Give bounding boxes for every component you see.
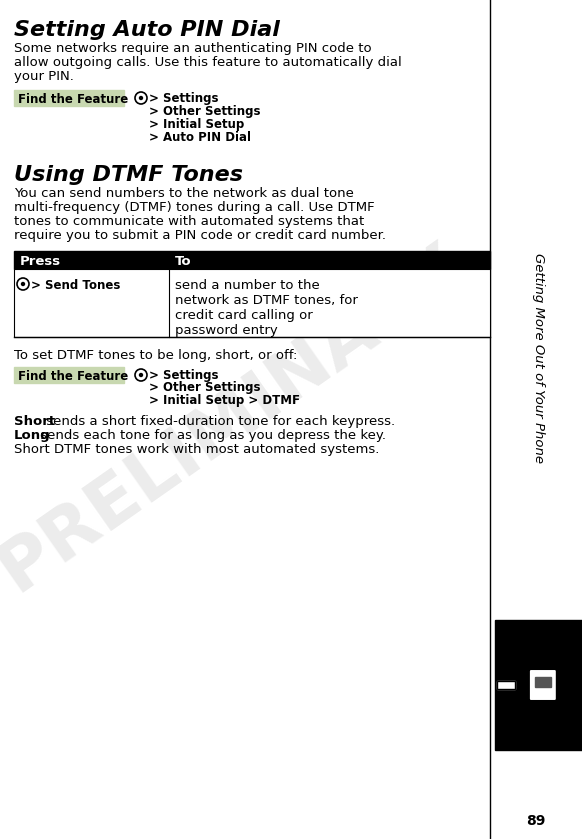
Bar [490, 0, 582, 839]
Text: To set DTMF tones to be long, short, or off:: To set DTMF tones to be long, short, or … [14, 349, 297, 362]
Text: Short DTMF tones work with most automated systems.: Short DTMF tones work with most automate… [14, 443, 379, 456]
Text: > Other Settings: > Other Settings [149, 105, 261, 118]
Bar [14, 90, 124, 106]
Text: sends each tone for as long as you depress the key.: sends each tone for as long as you depre… [36, 429, 386, 442]
Text: Short: Short [14, 415, 55, 428]
Text: > Auto PIN Dial: > Auto PIN Dial [149, 131, 251, 144]
Text: credit card calling or: credit card calling or [175, 309, 313, 322]
Text: You can send numbers to the network as dual tone: You can send numbers to the network as d… [14, 187, 354, 200]
Text: > Initial Setup > DTMF: > Initial Setup > DTMF [149, 394, 300, 407]
Text: send a number to the: send a number to the [175, 279, 320, 292]
Text: Setting Auto PIN Dial: Setting Auto PIN Dial [14, 20, 280, 40]
Text: > Send Tones: > Send Tones [31, 279, 120, 292]
Circle shape [140, 373, 143, 377]
Text: sends a short fixed-duration tone for each keypress.: sends a short fixed-duration tone for ea… [42, 415, 395, 428]
Text: > Other Settings: > Other Settings [149, 381, 261, 394]
Text: PRELIMINARY: PRELIMINARY [0, 233, 475, 605]
Text: your PIN.: your PIN. [14, 70, 74, 83]
Bar [497, 681, 515, 689]
FancyBboxPatch shape [529, 669, 557, 701]
Text: Press: Press [20, 255, 61, 268]
Text: tones to communicate with automated systems that: tones to communicate with automated syst… [14, 215, 364, 228]
Text: Getting More Out of Your Phone: Getting More Out of Your Phone [531, 253, 545, 462]
Text: Find the Feature: Find the Feature [18, 370, 128, 383]
Bar [495, 620, 582, 750]
Text: > Initial Setup: > Initial Setup [149, 118, 244, 131]
Text: network as DTMF tones, for: network as DTMF tones, for [175, 294, 358, 307]
Text: Find the Feature: Find the Feature [18, 93, 128, 106]
Bar [14, 269, 490, 337]
Circle shape [140, 96, 143, 100]
Text: Using DTMF Tones: Using DTMF Tones [14, 165, 243, 185]
Text: require you to submit a PIN code or credit card number.: require you to submit a PIN code or cred… [14, 229, 386, 242]
Text: To: To [175, 255, 191, 268]
Text: 89: 89 [526, 814, 546, 828]
Text: Long: Long [14, 429, 51, 442]
Text: multi-frequency (DTMF) tones during a call. Use DTMF: multi-frequency (DTMF) tones during a ca… [14, 201, 375, 214]
Bar [14, 251, 490, 269]
Text: allow outgoing calls. Use this feature to automatically dial: allow outgoing calls. Use this feature t… [14, 56, 402, 69]
Bar [497, 681, 515, 689]
Text: Some networks require an authenticating PIN code to: Some networks require an authenticating … [14, 42, 372, 55]
Bar [14, 367, 124, 383]
Text: > Settings: > Settings [149, 92, 218, 105]
Circle shape [22, 283, 24, 285]
Text: password entry: password entry [175, 324, 278, 337]
Text: > Settings: > Settings [149, 369, 218, 382]
Bar [535, 677, 551, 687]
